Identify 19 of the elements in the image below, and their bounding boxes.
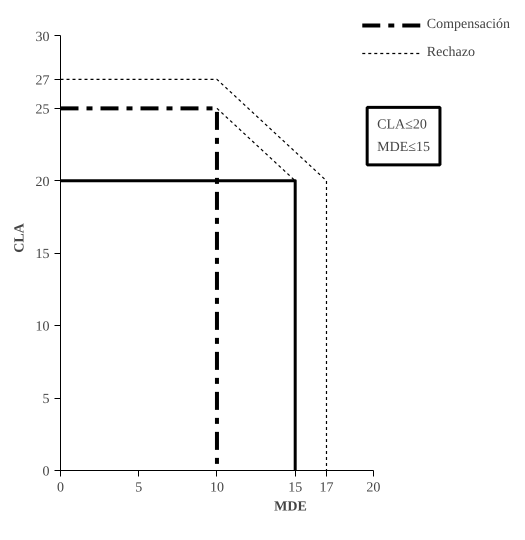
y-axis-title: CLA: [12, 222, 28, 253]
x-tick-label: 5: [135, 480, 142, 496]
y-tick-label: 10: [36, 320, 50, 335]
y-tick-label: 15: [36, 247, 50, 262]
y-tick-label: 30: [36, 30, 50, 45]
x-axis-title: MDE: [274, 500, 307, 514]
y-tick-label: 27: [36, 73, 50, 88]
x-tick-label: 0: [57, 480, 64, 496]
x-tick-label: 10: [210, 480, 224, 496]
y-tick-label: 20: [36, 174, 50, 190]
x-tick-label: 20: [366, 480, 380, 496]
y-tick-label: 0: [42, 464, 50, 480]
legend-label: Rechazo: [426, 45, 475, 61]
text: CLA≤20 MDE≤15: [377, 117, 430, 155]
legend-label: Compensación: [426, 17, 510, 33]
x-tick-label: 15: [288, 480, 302, 496]
y-tick-label: 25: [36, 102, 50, 118]
y-tick-label: 5: [42, 392, 50, 408]
x-tick-label: 17: [319, 480, 334, 496]
